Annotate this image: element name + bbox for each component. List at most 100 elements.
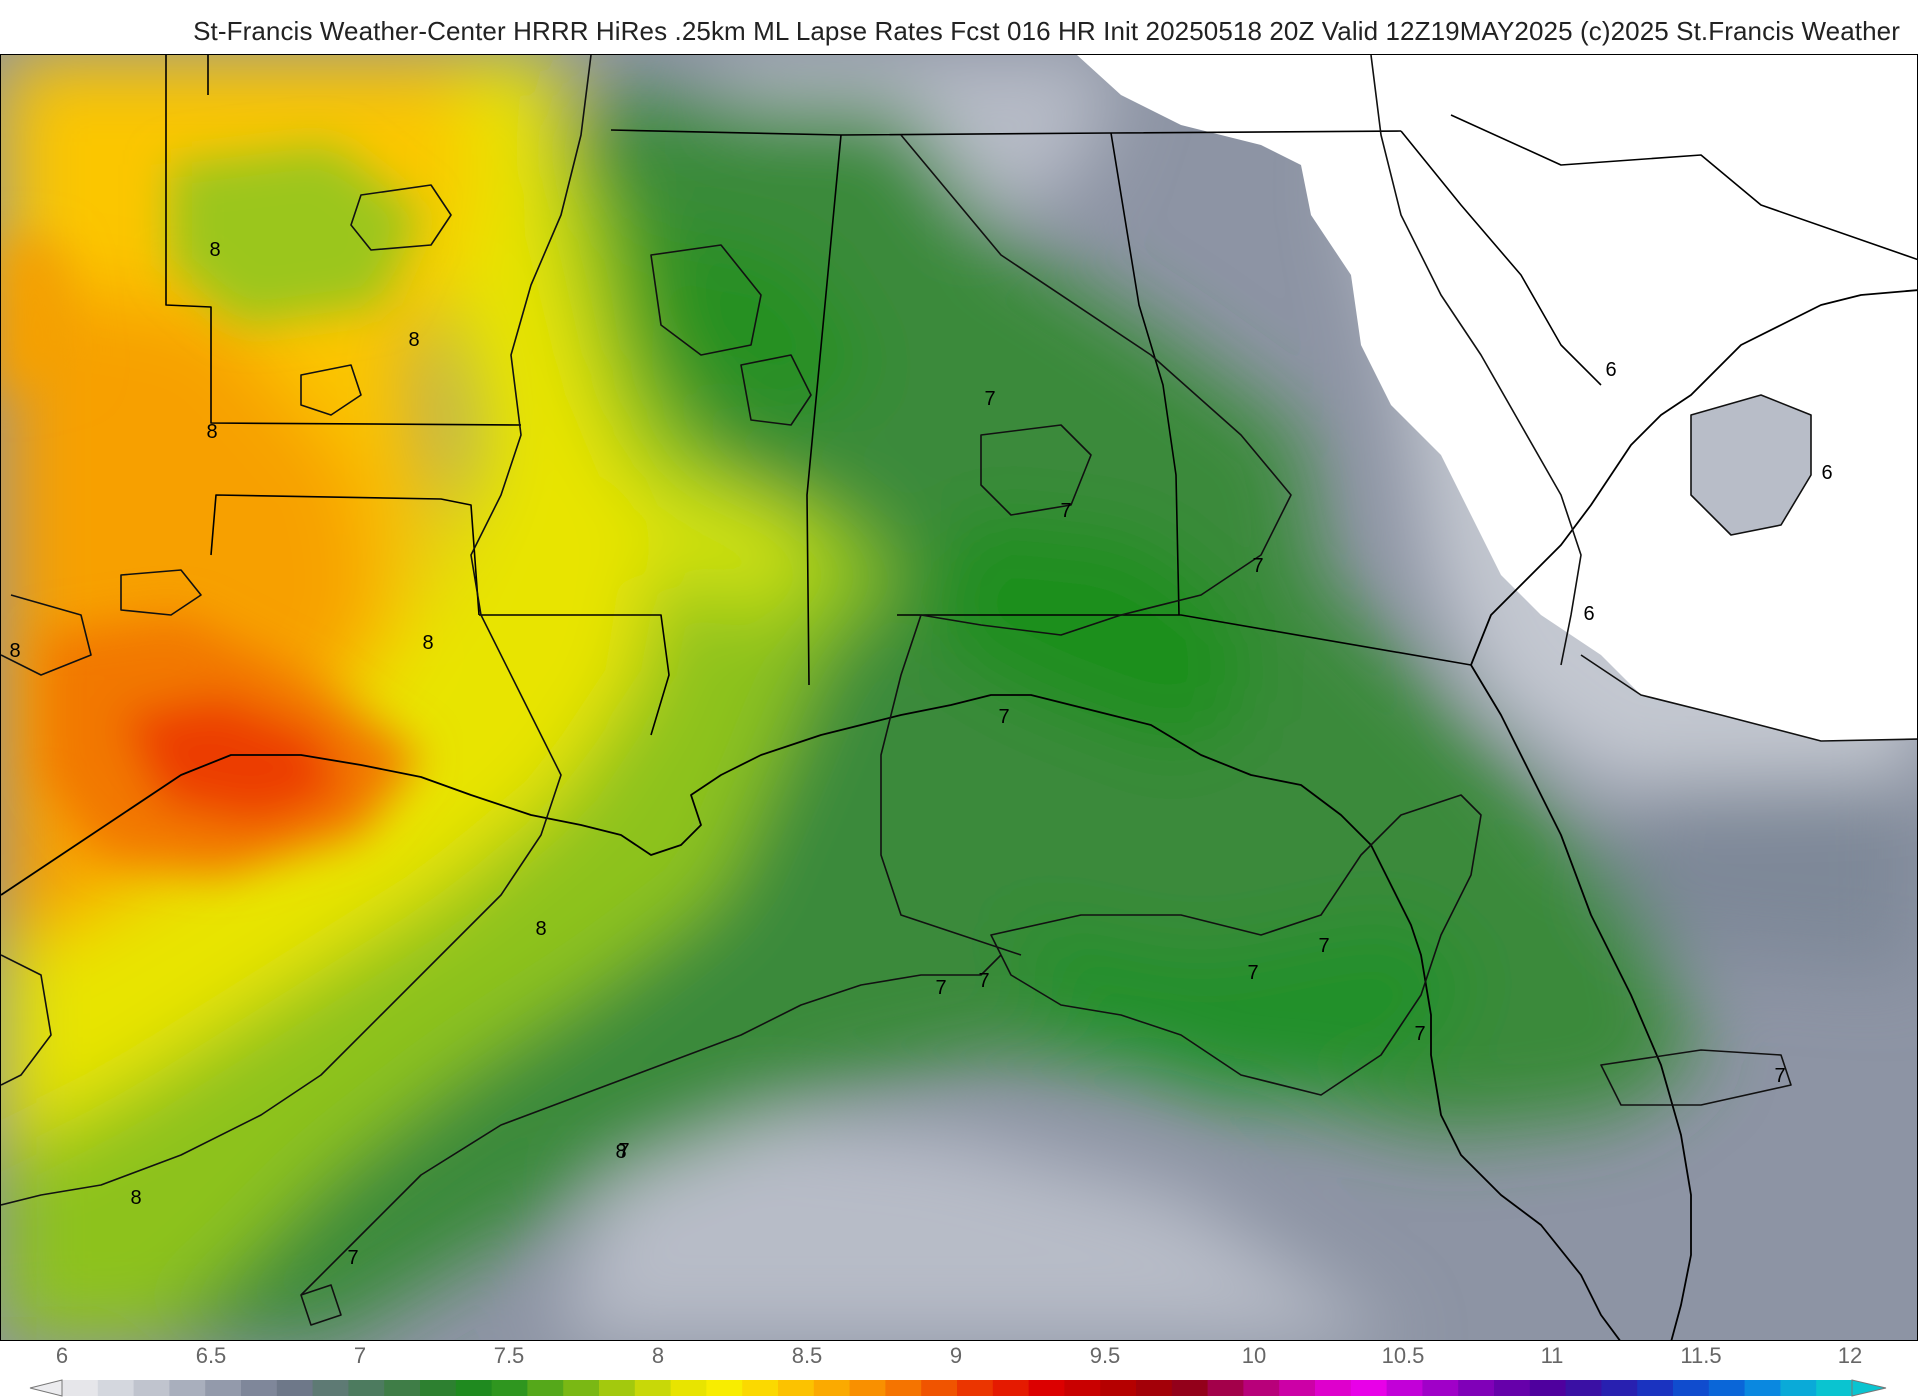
field-grey-offshore-blob [1691, 395, 1811, 535]
legend-tick-labels: 6 6.5 7 7.5 8 8.5 9 9.5 10 10.5 11 11.5 … [0, 1343, 1920, 1369]
colorbar-swatch [1708, 1380, 1746, 1396]
color-legend: 6 6.5 7 7.5 8 8.5 9 9.5 10 10.5 11 11.5 … [0, 1341, 1920, 1400]
colorbar-swatch [455, 1380, 493, 1396]
contour-label: 7 [984, 388, 995, 410]
contour-label: 8 [206, 421, 217, 443]
state-borders [165, 55, 1917, 736]
colorbar-swatch [1136, 1380, 1173, 1396]
contour-label: 7 [1060, 500, 1071, 522]
colorbar-swatch [1816, 1380, 1853, 1396]
colorbar-swatch [1279, 1380, 1316, 1396]
contour-label: 7 [1252, 555, 1263, 577]
legend-tick: 7.5 [493, 1343, 525, 1368]
legend-tick: 9.5 [1089, 1343, 1121, 1368]
colorbar-swatch [205, 1380, 242, 1396]
coast-atlantic [1470, 289, 1917, 666]
field-yellow-pale [641, 475, 821, 615]
contour-label: 7 [1414, 1023, 1425, 1045]
lapse-rate-field-hot [1, 145, 421, 875]
colorbar-swatch [670, 1380, 707, 1396]
colorbar-swatch [813, 1380, 851, 1396]
contour-8-loop-c [120, 569, 202, 616]
legend-tick: 11 [1540, 1343, 1564, 1368]
field-green-patch-north [171, 145, 421, 325]
contour-label: 7 [1318, 935, 1329, 957]
contour-label: 8 [408, 329, 419, 351]
colorbar-swatch [921, 1380, 958, 1396]
colorbar-swatch [1028, 1380, 1065, 1396]
legend-tick: 10 [1241, 1343, 1267, 1368]
contour-7-ring [980, 424, 1092, 516]
border-georgia-sc [1400, 130, 1602, 386]
border-oklahoma-texas [165, 55, 212, 355]
legend-tick: 9 [949, 1343, 963, 1368]
colorbar-swatch [1637, 1380, 1674, 1396]
colorbar-swatch [1529, 1380, 1567, 1396]
border-florida-north [897, 614, 1472, 666]
colorbar-swatch [1458, 1380, 1495, 1396]
colorbar-swatch [169, 1380, 206, 1396]
colorbar-swatch [1207, 1380, 1244, 1396]
colorbar-swatch [1350, 1380, 1388, 1396]
border-mississippi-alabama [806, 134, 842, 686]
legend-tick: 7 [353, 1343, 367, 1368]
colorbar [29, 1379, 1887, 1397]
colorbar-swatch [1315, 1380, 1352, 1396]
contour-label: 8 [209, 239, 220, 261]
contour-label: 6 [1605, 359, 1616, 381]
coast-texas [1, 694, 1621, 1340]
colorbar-swatch [1100, 1380, 1137, 1396]
contour-8-main [1, 55, 592, 1206]
contour-lines [1, 55, 1917, 1326]
contour-label: 7 [347, 1247, 358, 1269]
colorbar-swatch [527, 1380, 564, 1396]
contour-label: 8 [130, 1187, 141, 1209]
colorbar-swatches [62, 1380, 1853, 1396]
legend-tick: 8.5 [791, 1343, 823, 1368]
colorbar-swatch [1243, 1380, 1280, 1396]
field-white-northeast [1077, 55, 1917, 741]
field-bright-green-south [1001, 915, 1481, 1105]
colorbar-swatch [97, 1380, 135, 1396]
border-arkansas-west [210, 355, 522, 426]
legend-tick: 10.5 [1381, 1343, 1425, 1368]
colorbar-swatch [742, 1380, 779, 1396]
field-orange-west [1, 235, 81, 395]
coastline [1, 289, 1917, 1340]
title-bar: St-Francis Weather-Center HRRR HiRes .25… [0, 0, 1920, 54]
contour-label: 6 [1583, 603, 1594, 625]
colorbar-swatch [957, 1380, 994, 1396]
contour-label: 8 [535, 918, 546, 940]
contour-8-loop-b [300, 364, 362, 416]
field-yellow-green [1, 115, 901, 1340]
border-louisiana-north [210, 494, 480, 616]
colorbar-arrow-left [29, 1379, 63, 1397]
legend-tick: 8 [651, 1343, 665, 1368]
contour-8-loop-a [350, 184, 452, 251]
colorbar-swatch [1422, 1380, 1459, 1396]
colorbar-swatch [62, 1380, 99, 1396]
field-bright-green-north [621, 215, 881, 435]
contour-label: 8 [422, 632, 433, 654]
contour-label: 7 [935, 977, 946, 999]
field-bright-green [921, 515, 1251, 755]
contour-label: 6 [1821, 462, 1832, 484]
border-nc-sc [1450, 114, 1917, 261]
contour-label: 7 [1774, 1065, 1785, 1087]
contour-7-loop-north [650, 244, 762, 356]
colorbar-swatch [384, 1380, 421, 1396]
colorbar-swatch [1744, 1380, 1781, 1396]
colorbar-swatch [1565, 1380, 1602, 1396]
contour-6-east [1580, 654, 1917, 742]
contour-8-south [1, 954, 52, 1086]
colorbar-swatch [634, 1380, 672, 1396]
coast-florida-east [1470, 664, 1692, 1340]
colorbar-swatch [1171, 1380, 1209, 1396]
contour-label: 7 [1247, 962, 1258, 984]
colorbar-swatch [1064, 1380, 1101, 1396]
field-light-grey-south [561, 1115, 1399, 1340]
contour-7-florida-loop [990, 794, 1482, 1096]
contour-label: 7 [618, 1140, 629, 1162]
legend-tick: 6.5 [195, 1343, 227, 1368]
field-yellow [1, 55, 661, 1155]
